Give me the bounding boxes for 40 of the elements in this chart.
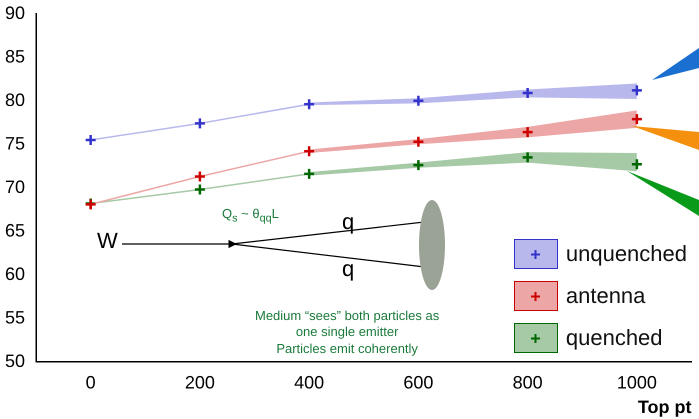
y-tick-label: 70: [4, 176, 26, 197]
annotation: Medium “sees” both particles as one single emitter Particles emit coherently: [255, 308, 440, 357]
x-tick-label: 200: [184, 372, 215, 393]
point: [630, 158, 644, 171]
y-tick-label: 55: [4, 307, 26, 328]
x-tick-label: 1000: [616, 372, 657, 393]
legend-label: quenched: [566, 325, 663, 351]
y-tick-label: 90: [4, 2, 26, 23]
point: [302, 98, 316, 111]
x-tick-label: 600: [403, 372, 434, 393]
x-tick-label: 800: [512, 372, 543, 393]
point: [521, 86, 534, 100]
point: [412, 135, 425, 148]
annotation: Q$_{s}$ ~ θ$_{qq}$L: [222, 206, 279, 226]
point: [302, 145, 316, 158]
y-tick-label: 50: [4, 350, 26, 371]
point: [302, 168, 316, 180]
point: [521, 126, 534, 138]
y-tick-label: 80: [4, 90, 26, 110]
point: [521, 151, 534, 164]
annotation: q: [342, 255, 354, 282]
x-tick-label: 400: [294, 372, 324, 393]
point: [84, 134, 97, 146]
y-tick-label: 85: [4, 46, 26, 66]
y-tick-label: 60: [4, 264, 26, 284]
y-tick-label: 65: [4, 220, 26, 240]
point: [412, 158, 425, 172]
point: [630, 84, 644, 97]
point: [194, 183, 206, 196]
point: [194, 117, 206, 130]
annotation: W: [97, 227, 118, 254]
x-axis-title: Top pt: [638, 397, 692, 418]
x-tick-label: 0: [86, 372, 96, 393]
point: [630, 112, 644, 126]
legend-label: antenna: [566, 283, 646, 309]
annotation: q: [342, 208, 354, 236]
y-tick-label: 75: [4, 133, 26, 154]
point: [412, 94, 425, 108]
legend-label: unquenched: [566, 241, 687, 267]
point: [194, 170, 206, 183]
